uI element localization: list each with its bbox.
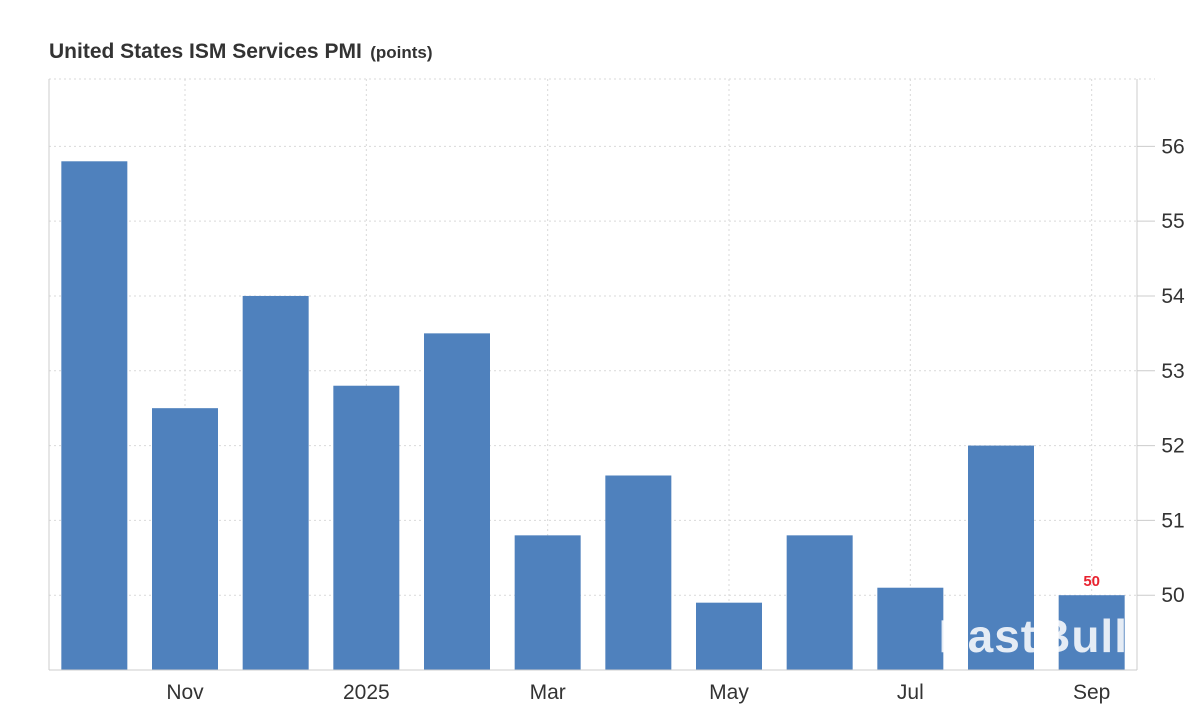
tick-labels: 50 51 52 53 54 55 56 Nov 2025 Mar May Jul Sep 50 [166,135,1185,704]
x-tick-label: Jul [897,681,924,704]
chart-subtitle: (points) [370,43,433,62]
x-tick-label: 2025 [343,681,390,704]
bar-nov-2024[interactable] [152,408,218,670]
y-tick-label: 50 [1161,584,1184,607]
bar-may-2025[interactable] [696,602,762,670]
bar-oct-2024[interactable] [61,161,128,670]
bars [61,161,1125,670]
bar-jan-2025[interactable] [333,385,400,670]
bar-jun-2025[interactable] [786,535,853,670]
bar-mar-2025[interactable] [514,535,581,670]
bar-dec-2024[interactable] [242,295,309,670]
x-tick-label: May [709,681,749,704]
x-tick-label: Mar [530,681,566,704]
y-tick-label: 54 [1161,285,1185,308]
fastbull-watermark: FastBull [939,610,1128,662]
y-tick-label: 52 [1161,435,1184,458]
bar-feb-2025[interactable] [424,333,490,670]
grid-lines [49,78,1155,670]
bar-jul-2025[interactable] [877,587,944,670]
bar-aug-2025[interactable] [968,445,1034,670]
bar-apr-2025[interactable] [605,475,672,670]
bar-sep-2025[interactable] [1058,595,1125,670]
chart-title-block: United States ISM Services PMI (points) [49,40,433,64]
chart-title: United States ISM Services PMI [49,40,362,63]
y-tick-label: 53 [1161,360,1184,383]
x-tick-label: Sep [1073,681,1110,704]
y-tick-label: 55 [1161,210,1184,233]
data-label: 50 [1083,573,1100,590]
y-tick-label: 51 [1161,509,1184,532]
y-tick-label: 56 [1161,135,1184,158]
axes [48,79,1155,671]
x-tick-label: Nov [166,681,204,704]
